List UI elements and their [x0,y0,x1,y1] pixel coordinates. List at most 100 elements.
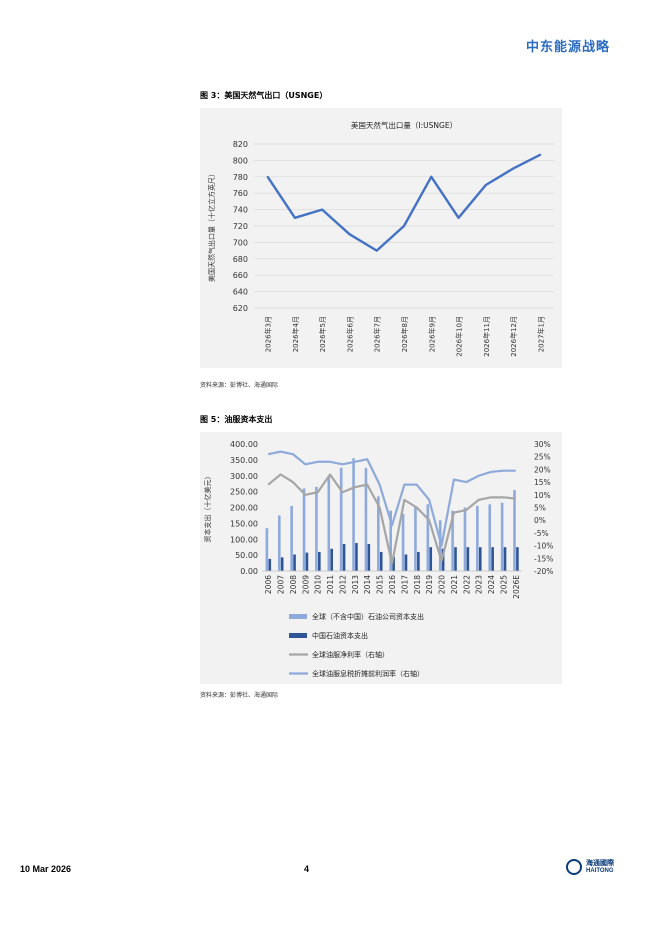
y2-tick-label: -10% [534,542,553,551]
x-tick-label: 2026年11月 [482,316,491,357]
global-capex-bar [463,507,467,571]
x-tick-label: 2022 [462,575,471,594]
global-capex-bar [451,510,454,571]
y2-tick-label: 30% [534,440,551,449]
data-point [430,175,433,178]
y-axis-label: 美国天然气出口量（十亿立方英尺） [207,170,216,282]
y2-tick-label: -20% [534,567,553,576]
global-capex-bar [339,467,343,571]
x-tick-label: 2027年1月 [536,316,545,352]
legend-label: 全球（不含中国）石油公司资本支出 [312,612,424,621]
x-tick-label: 2013 [351,575,360,594]
china-capex-bar [305,552,309,571]
y-tick-label: 620 [233,304,248,313]
y-axis-label: 资本支出（十亿美元） [203,473,212,543]
y-tick-label: 200.00 [230,504,258,513]
china-capex-bar [404,554,408,571]
figure5-source: 资料来源：彭博社、海通国际 [200,692,279,699]
x-tick-label: 2021 [450,575,459,594]
x-tick-label: 2026年9月 [427,316,436,352]
y-tick-label: 820 [233,140,248,149]
y-tick-label: 760 [233,189,248,198]
x-tick-label: 2024 [487,575,496,594]
header-brand: 中东能源战略 [525,40,610,55]
data-point [266,175,269,178]
y2-tick-label: -15% [534,554,553,563]
china-capex-bar [280,557,284,571]
y-tick-label: 740 [233,206,248,215]
x-tick-label: 2026年4月 [291,316,300,352]
global-capex-bar [265,528,269,571]
y-tick-label: 300.00 [230,472,258,481]
x-tick-label: 2017 [400,575,409,594]
y2-tick-label: -5% [534,529,549,538]
data-point [512,167,514,170]
x-tick-label: 2015 [376,575,385,594]
data-point [484,184,487,186]
china-capex-bar [330,548,333,571]
china-capex-bar [417,551,420,571]
china-capex-bar [466,547,470,571]
net-margin-line [267,473,516,565]
figure3-source: 资料来源：彭博社、海通国际 [200,382,279,389]
y-tick-label: 640 [233,288,248,297]
x-tick-label: 2014 [363,575,372,594]
global-capex-bar [364,467,368,571]
global-capex-bar [488,504,492,571]
global-capex-bar [352,458,355,571]
data-point [375,249,378,252]
y-tick-label: 720 [233,222,248,231]
ebitda-margin-line [267,450,516,547]
y-tick-label: 250.00 [230,488,258,497]
global-capex-bar [401,513,405,571]
y-tick-label: 780 [233,173,248,182]
y-tick-label: 800 [233,156,248,165]
global-capex-bar [426,504,430,571]
y-tick-label: 350.00 [230,456,258,465]
y-tick-label: 660 [233,271,248,280]
x-tick-label: 2011 [326,575,335,594]
x-tick-label: 2007 [277,575,286,594]
global-capex-bar [327,475,331,571]
x-tick-label: 2026年10月 [455,316,464,357]
haitong-logo-icon [566,859,582,875]
y-tick-label: 400.00 [230,440,258,449]
x-tick-label: 2010 [314,575,323,594]
x-tick-label: 2026年12月 [509,316,518,357]
china-capex-bar [478,547,482,571]
data-point [539,153,542,156]
x-tick-label: 2026E [512,575,521,599]
gas-export-line [266,153,541,252]
x-tick-label: 2026年3月 [264,316,273,352]
data-point [348,233,351,236]
china-capex-bar [367,544,371,571]
y-tick-label: 100.00 [230,535,258,544]
china-capex-bar [318,551,321,571]
x-tick-label: 2009 [301,575,310,594]
global-capex-bar [389,510,392,571]
figure5-title: 图 5：油服资本支出 [200,415,273,424]
y-tick-label: 680 [233,255,248,264]
global-capex-bar [500,502,504,571]
china-capex-bar [429,547,433,571]
chart-title: 美国天然气出口量（I:USNGE） [351,120,457,130]
china-capex-bar [268,558,272,571]
x-tick-label: 2018 [413,575,422,594]
legend-label: 中国石油资本支出 [312,631,368,640]
figure5-chart-panel: 0.00 50.00 100.00 150.00 200.00 250.00 300.00 3… [200,432,562,684]
figure3-title: 图 3：美国天然气出口（USNGE） [200,91,328,100]
y2-tick-label: 5% [534,504,546,513]
global-capex-bar [290,505,293,571]
footer-date: 10 Mar 2026 [20,864,72,874]
global-capex-bar [414,507,417,571]
y2-tick-label: 20% [534,465,551,474]
y2-tick-label: 15% [534,478,551,487]
y2-tick-label: 10% [534,491,551,500]
x-tick-label: 2023 [475,575,484,594]
china-capex-bar [379,551,383,571]
data-point [321,208,324,211]
legend-swatch [289,614,307,619]
global-capex-bar [513,490,516,571]
figure3-chart-panel: 美国天然气出口量（I:USNGE） 620 640 660 680 700 720 740 76… [200,108,562,368]
logo-cn-text: 海通國際 [586,859,614,867]
